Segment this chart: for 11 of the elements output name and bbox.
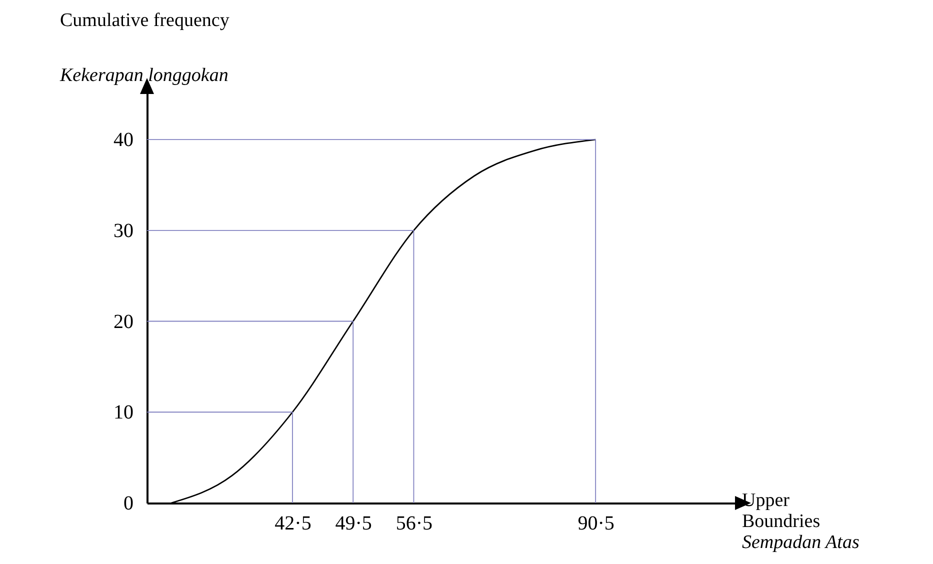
y-tick-label: 30 [114, 220, 134, 242]
x-tick-label: 56·5 [396, 512, 433, 534]
text: Cumulative frequency Kekerapan longgokan [60, 10, 230, 86]
y-tick-label: 40 [114, 129, 134, 152]
y-tick-label: 10 [114, 402, 134, 424]
y-tick-label: 0 [124, 492, 134, 514]
text: Upper Boundries Sempadan Atas [742, 490, 860, 553]
y-tick-label: 20 [114, 310, 134, 333]
x-tick-label: 42·5 [274, 512, 312, 534]
x-tick-label: 49·5 [335, 512, 372, 534]
x-tick-label: 90·5 [578, 512, 614, 534]
